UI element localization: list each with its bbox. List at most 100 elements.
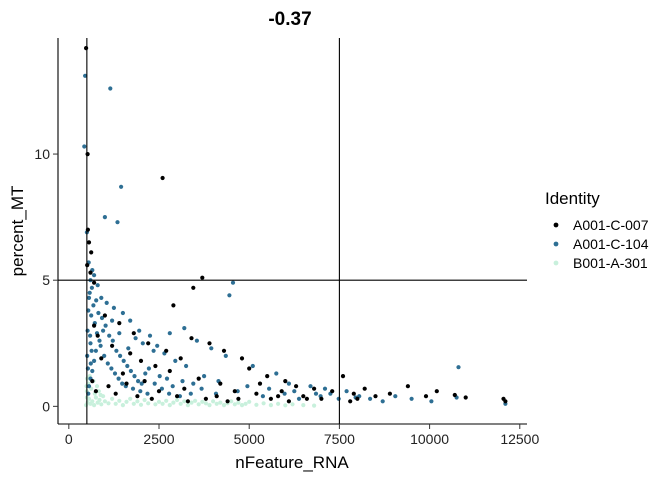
point-A001-C-104-46 [117,331,122,336]
point-A001-C-007-77 [257,381,263,386]
point-A001-C-104-92 [99,315,105,321]
point-A001-C-007-30 [373,394,378,399]
point-B001-A-301-25 [153,402,158,407]
point-A001-C-104-57 [89,313,94,318]
point-A001-C-007-23 [265,374,270,379]
point-A001-C-007-49 [128,351,133,356]
chart-title: -0.37 [268,9,311,30]
point-A001-C-104-126 [89,348,94,353]
point-A001-C-007-27 [330,389,335,394]
point-A001-C-007-78 [279,389,284,394]
point-A001-C-104-99 [125,363,130,369]
x-tick-label-4: 10000 [410,431,449,447]
y-axis-ticks: 0 5 10 [34,146,58,414]
point-A001-C-007-69 [236,396,241,401]
point-A001-C-007-34 [434,389,439,394]
point-B001-A-301-6 [93,395,98,400]
point-A001-C-104-96 [114,348,119,353]
point-A001-C-104-17 [147,333,153,338]
point-B001-A-301-55 [276,401,281,406]
point-A001-C-104-115 [292,389,297,394]
point-A001-C-007-44 [196,376,201,381]
point-A001-C-104-1 [82,144,87,149]
point-A001-C-007-46 [167,368,172,374]
point-B001-A-301-4 [90,399,95,404]
point-A001-C-104-124 [88,333,93,338]
point-B001-A-301-5 [92,403,97,408]
point-B001-A-301-49 [239,403,245,408]
point-B001-A-301-50 [243,401,248,406]
point-A001-C-007-70 [254,391,259,396]
point-B001-A-301-59 [312,403,317,408]
point-A001-C-007-4 [89,250,94,255]
point-A001-C-007-72 [286,399,291,404]
point-A001-C-104-51 [92,358,97,363]
point-A001-C-104-123 [86,295,92,300]
point-A001-C-007-66 [203,396,208,401]
point-A001-C-007-38 [501,396,506,401]
point-A001-C-104-23 [209,346,214,351]
point-A001-C-104-34 [368,396,373,401]
point-B001-A-301-68 [98,392,103,398]
point-A001-C-104-63 [105,361,110,366]
point-B001-A-301-51 [247,399,252,404]
point-B001-A-301-20 [135,399,140,404]
point-B001-A-301-12 [106,401,111,406]
point-B001-A-301-47 [232,402,237,407]
point-A001-C-007-6 [88,270,93,275]
point-A001-C-007-39 [340,374,346,379]
point-A001-C-104-30 [308,384,313,389]
point-B001-A-301-54 [268,403,273,408]
point-A001-C-007-15 [146,341,151,346]
point-A001-C-007-10 [191,285,196,290]
point-A001-C-007-20 [221,348,227,353]
point-A001-C-104-52 [90,368,95,374]
point-A001-C-104-95 [110,338,115,343]
point-B001-A-301-39 [203,401,208,406]
point-A001-C-007-59 [124,381,129,386]
point-A001-C-104-77 [199,386,204,391]
point-A001-C-007-63 [156,389,162,394]
point-B001-A-301-36 [193,398,198,403]
point-B001-A-301-14 [113,401,118,406]
point-B001-A-301-31 [175,397,180,403]
point-B001-A-301-66 [94,384,100,389]
point-B001-A-301-67 [96,389,101,394]
point-A001-C-007-71 [268,396,273,401]
point-A001-C-104-111 [202,374,207,379]
point-A001-C-007-76 [355,396,360,401]
point-A001-C-104-15 [128,318,133,323]
point-A001-C-104-13 [111,305,116,310]
point-A001-C-007-16 [164,348,169,353]
point-A001-C-007-25 [294,384,299,389]
point-A001-C-007-21 [239,356,245,361]
point-A001-C-007-60 [135,394,140,399]
point-A001-C-007-11 [171,303,176,308]
point-B001-A-301-42 [214,401,219,406]
point-A001-C-104-40 [182,326,187,331]
point-A001-C-007-0 [84,46,89,51]
legend-title: Identity [545,189,600,208]
point-B001-A-301-27 [160,401,165,406]
point-A001-C-104-44 [133,336,138,341]
point-B001-A-301-56 [283,403,288,408]
x-axis-ticks: 0 2500 5000 7500 10000 12500 [65,424,539,447]
point-A001-C-007-32 [405,384,410,389]
point-A001-C-104-94 [107,333,112,338]
legend-label-A001-C-104: A001-C-104 [573,236,649,252]
point-B001-A-301-48 [236,400,241,405]
point-A001-C-104-28 [274,371,279,376]
x-tick-label-3: 7500 [324,431,355,447]
point-A001-C-007-74 [319,396,324,401]
point-A001-C-104-43 [140,341,145,346]
point-A001-C-104-110 [191,381,196,386]
point-A001-C-007-40 [304,396,309,401]
y-tick-label-0: 0 [42,398,50,414]
point-A001-C-104-107 [164,376,170,381]
point-A001-C-104-71 [145,391,150,396]
point-B001-A-301-41 [211,399,216,404]
point-A001-C-007-9 [200,275,205,280]
legend-key-B001-A-301 [553,260,559,266]
point-A001-C-104-81 [282,391,287,396]
